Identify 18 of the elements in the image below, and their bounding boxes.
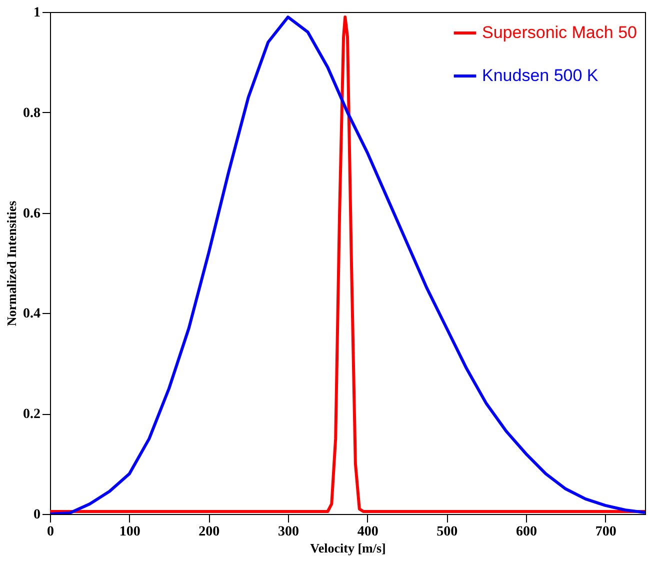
x-tick-label: 200 [198,524,220,540]
y-tick-label: 0.6 [23,206,40,222]
x-axis-title: Velocity [m/s] [310,540,386,556]
y-tick-label: 0.4 [23,306,40,322]
y-tick-label: 0 [34,508,40,522]
x-tick-label: 0 [47,524,54,540]
x-tick-label: 700 [595,524,616,540]
y-axis-title: Normalized Intensities [4,200,19,326]
y-tick-label: 0.8 [23,106,40,121]
x-tick-label: 400 [357,524,378,540]
x-tick-label: 100 [119,524,140,540]
y-tick-label: 1 [34,6,40,20]
legend-label: Supersonic Mach 50 [482,23,637,42]
legend-label: Knudsen 500 K [482,66,599,85]
x-tick-label: 600 [516,524,537,540]
x-tick-label: 500 [436,524,458,540]
x-tick-label: 300 [278,524,299,540]
y-tick-label: 0.2 [23,407,40,422]
